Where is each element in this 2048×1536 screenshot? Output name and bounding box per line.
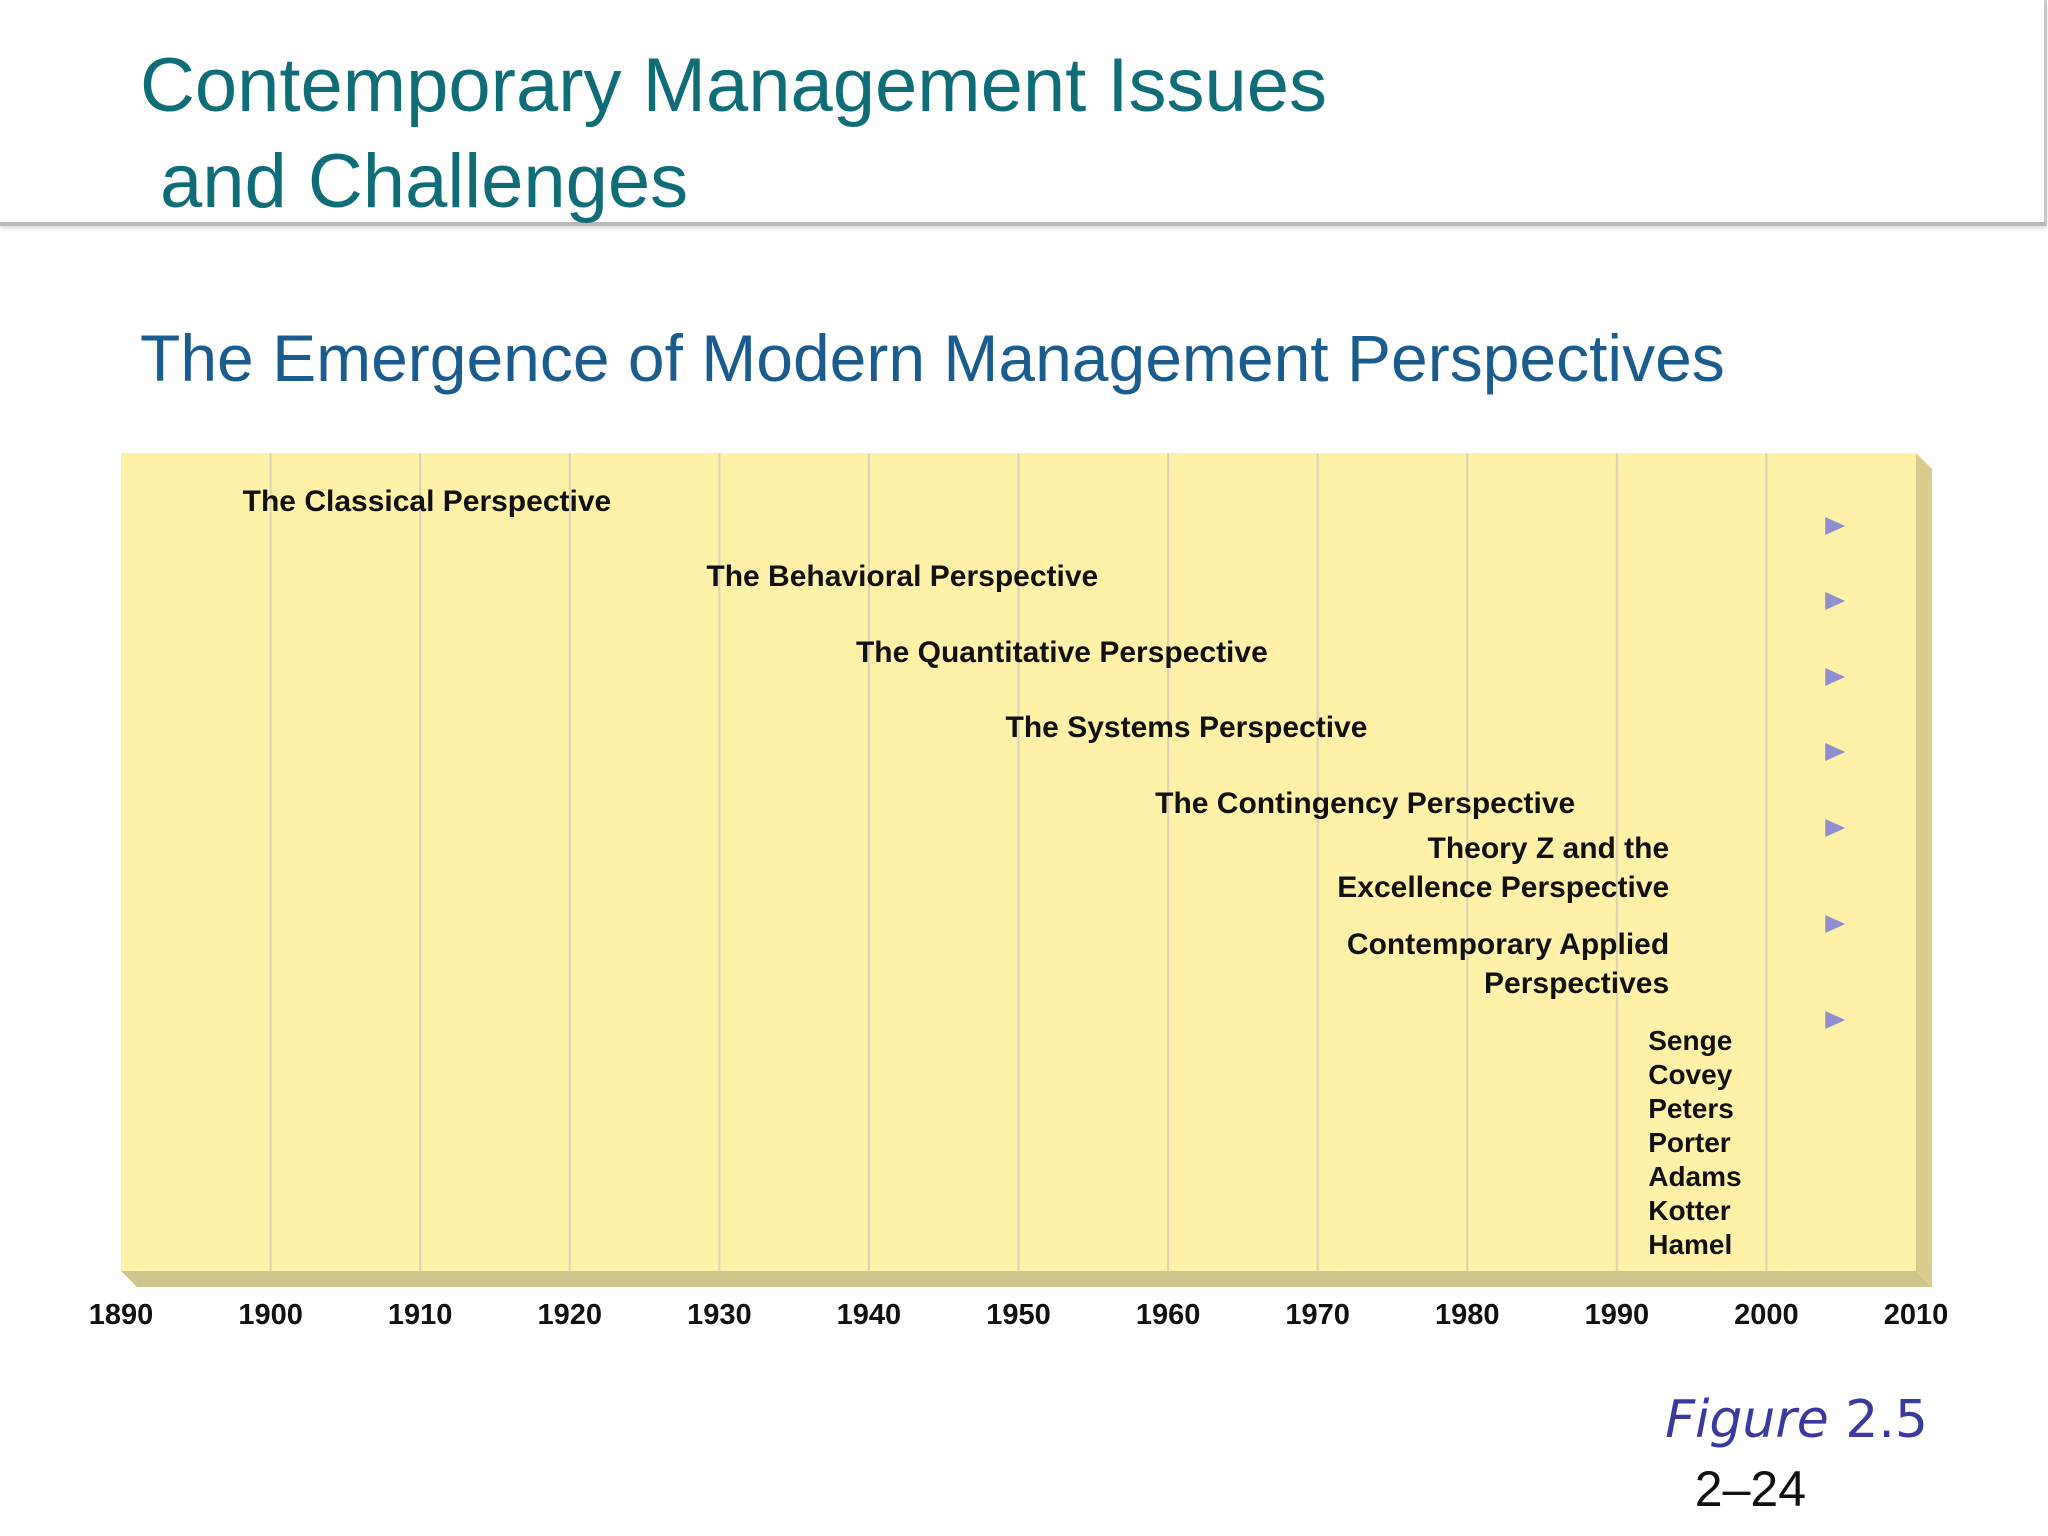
year-label-1980: 1980 xyxy=(1435,1299,1500,1331)
year-label-2010: 2010 xyxy=(1884,1299,1949,1331)
year-label-1900: 1900 xyxy=(238,1299,303,1331)
perspective-label: The Quantitative Perspective xyxy=(856,636,1268,669)
perspective-label: The Systems Perspective xyxy=(1006,711,1368,744)
slide-title-line1: Contemporary Management Issues xyxy=(140,43,1328,128)
perspective-label: Theory Z and the xyxy=(1428,832,1670,865)
header-band xyxy=(0,0,2047,226)
page-number: 2–24 xyxy=(1694,1461,1806,1517)
timeline-panel-side xyxy=(1916,453,1932,1287)
contributor-name: Peters xyxy=(1648,1093,1734,1124)
year-axis: 1890 1900 1910 1920 1930 1940 1950 1960 1970 1980… xyxy=(89,1299,1949,1331)
figure-number: 2.5 xyxy=(1845,1390,1928,1450)
slide-title: Contemporary Management Issues and Chall… xyxy=(140,38,1327,230)
slide-title-line2: and Challenges xyxy=(160,139,689,224)
timeline-diagram: The Classical Perspective The Behavioral … xyxy=(89,453,1949,1331)
contributor-name: Adams xyxy=(1648,1161,1741,1192)
year-label-1940: 1940 xyxy=(837,1299,902,1331)
arrow-head xyxy=(1825,1011,1846,1029)
year-label-1950: 1950 xyxy=(986,1299,1051,1331)
arrow-head xyxy=(1825,743,1846,761)
year-label-1960: 1960 xyxy=(1136,1299,1201,1331)
perspective-arrows xyxy=(237,517,1846,1029)
slide-subtitle: The Emergence of Modern Management Persp… xyxy=(140,321,1725,395)
contributor-name: Porter xyxy=(1648,1127,1731,1158)
figure-caption: Figure 2.5 xyxy=(1665,1390,1928,1450)
timeline-panel-bottom xyxy=(121,1271,1932,1287)
year-label-1930: 1930 xyxy=(687,1299,752,1331)
contributor-name: Kotter xyxy=(1648,1195,1731,1226)
year-label-1970: 1970 xyxy=(1285,1299,1350,1331)
contributor-name: Senge xyxy=(1648,1025,1732,1056)
arrow-head xyxy=(1825,915,1846,933)
arrow-head xyxy=(1825,592,1846,610)
contributor-name: Hamel xyxy=(1648,1229,1732,1260)
perspective-labels: The Classical Perspective The Behavioral … xyxy=(243,485,1670,1000)
perspective-label: The Behavioral Perspective xyxy=(706,560,1098,593)
perspective-label: The Classical Perspective xyxy=(243,485,612,518)
year-label-1910: 1910 xyxy=(388,1299,453,1331)
perspective-label: Contemporary Applied xyxy=(1347,928,1669,961)
arrow-head xyxy=(1825,517,1846,535)
year-label-1920: 1920 xyxy=(537,1299,602,1331)
arrow-head xyxy=(1825,668,1846,686)
figure-word: Figure xyxy=(1665,1390,1829,1450)
perspective-label: The Contingency Perspective xyxy=(1155,787,1575,820)
year-label-1990: 1990 xyxy=(1585,1299,1650,1331)
perspective-label: Perspectives xyxy=(1484,967,1669,1000)
perspective-label: Excellence Perspective xyxy=(1337,871,1669,904)
gridlines xyxy=(269,453,1768,1271)
year-label-1890: 1890 xyxy=(89,1299,154,1331)
contributor-name: Covey xyxy=(1648,1059,1732,1090)
year-label-2000: 2000 xyxy=(1734,1299,1799,1331)
arrow-head xyxy=(1825,819,1846,837)
